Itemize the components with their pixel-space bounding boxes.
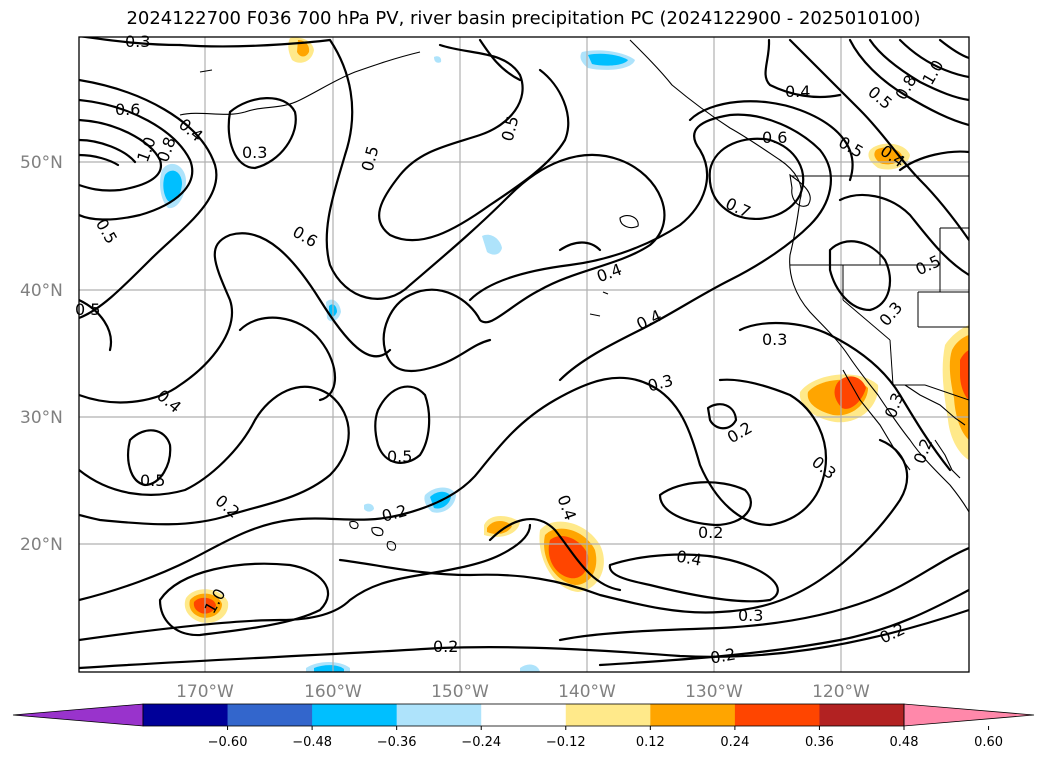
pv-contours <box>79 37 969 670</box>
lon-label-160w: 160°W <box>304 682 362 702</box>
colorbar-segment <box>819 704 905 726</box>
contour-label: 0.2 <box>877 619 908 647</box>
contour-label: 0.4 <box>675 547 703 570</box>
contour-label: 0.3 <box>875 298 906 330</box>
contour-label: 0.4 <box>785 82 810 101</box>
contour-label: 0.6 <box>115 100 140 119</box>
contour-label: 0.2 <box>709 644 737 667</box>
contour-label: 0.4 <box>153 386 185 417</box>
colorbar-segment <box>396 704 482 726</box>
contour-label: 0.2 <box>910 436 937 466</box>
colorbar-segment <box>143 704 229 726</box>
contour-label: 0.3 <box>762 330 787 349</box>
contour-label: 0.4 <box>594 260 624 287</box>
contour-label: 0.5 <box>387 447 412 466</box>
contour-label: 0.5 <box>498 114 523 144</box>
lon-label-130w: 130°W <box>685 682 743 702</box>
colorbar-tick-label: 0.12 <box>636 735 665 750</box>
lon-label-150w: 150°W <box>431 682 489 702</box>
colorbar-segment <box>312 704 398 726</box>
contour-label: 0.3 <box>808 452 840 483</box>
lat-label-40n: 40°N <box>20 281 63 301</box>
colorbar-segment <box>565 704 651 726</box>
contour-label: 0.3 <box>646 371 676 396</box>
colorbar-tick-label: −0.36 <box>377 735 417 750</box>
colorbar-segment <box>734 704 820 726</box>
colorbar-segment <box>650 704 736 726</box>
longitude-labels: 170°W 160°W 150°W 140°W 130°W 120°W <box>176 682 870 702</box>
contour-label: 0.2 <box>212 491 244 522</box>
contour-label: 0.5 <box>75 300 100 319</box>
colorbar-outline <box>142 703 905 727</box>
colorbar-tick-label: 0.24 <box>720 735 749 750</box>
lat-label-20n: 20°N <box>20 535 63 555</box>
contour-label: 0.2 <box>724 418 756 447</box>
colorbar-tick-label: −0.12 <box>546 735 586 750</box>
contour-label: 0.2 <box>380 501 410 526</box>
lon-label-120w: 120°W <box>812 682 870 702</box>
colorbar-arrow-high <box>903 703 1035 727</box>
contour-label: 0.5 <box>358 144 383 174</box>
colorbar-tick-label: −0.60 <box>208 735 248 750</box>
colorbar: −0.60 −0.48 −0.36 −0.24 −0.12 0.12 0.24 0.36 0.4… <box>12 703 1035 750</box>
lat-label-30n: 30°N <box>20 408 63 428</box>
colorbar-segment <box>227 704 313 726</box>
colorbar-tick-label: 0.60 <box>974 735 1003 750</box>
contour-label: 0.2 <box>698 523 723 542</box>
lat-label-50n: 50°N <box>20 153 63 173</box>
contour-label: 0.6 <box>762 128 787 147</box>
map-frame <box>78 36 970 673</box>
contour-label: 0.5 <box>140 471 165 490</box>
contour-label: 0.4 <box>554 492 581 522</box>
contour-label: 0.3 <box>881 390 908 420</box>
lon-label-170w: 170°W <box>176 682 234 702</box>
contour-label: 0.3 <box>738 606 763 625</box>
contour-label: 0.3 <box>242 143 267 162</box>
colorbar-segment <box>481 704 567 726</box>
contour-label: 0.6 <box>289 222 321 251</box>
colorbar-tick-label: −0.48 <box>292 735 332 750</box>
colorbar-arrow-low <box>12 703 144 727</box>
contour-label: 0.2 <box>433 637 458 656</box>
contour-label: 0.5 <box>835 133 867 162</box>
contour-label: 0.8 <box>153 134 180 164</box>
latitude-labels: 50°N 40°N 30°N 20°N <box>20 153 63 555</box>
coastlines <box>179 39 969 551</box>
map-title: 2024122700 F036 700 hPa PV, river basin … <box>126 8 921 29</box>
contour-label: 0.4 <box>633 306 664 334</box>
colorbar-tick-label: 0.36 <box>805 735 834 750</box>
colorbar-tick-label: −0.24 <box>461 735 501 750</box>
colorbar-tick-label: 0.48 <box>890 735 919 750</box>
lon-label-140w: 140°W <box>558 682 616 702</box>
contour-label: 0.5 <box>913 251 944 279</box>
contour-label: 0.3 <box>125 32 150 51</box>
